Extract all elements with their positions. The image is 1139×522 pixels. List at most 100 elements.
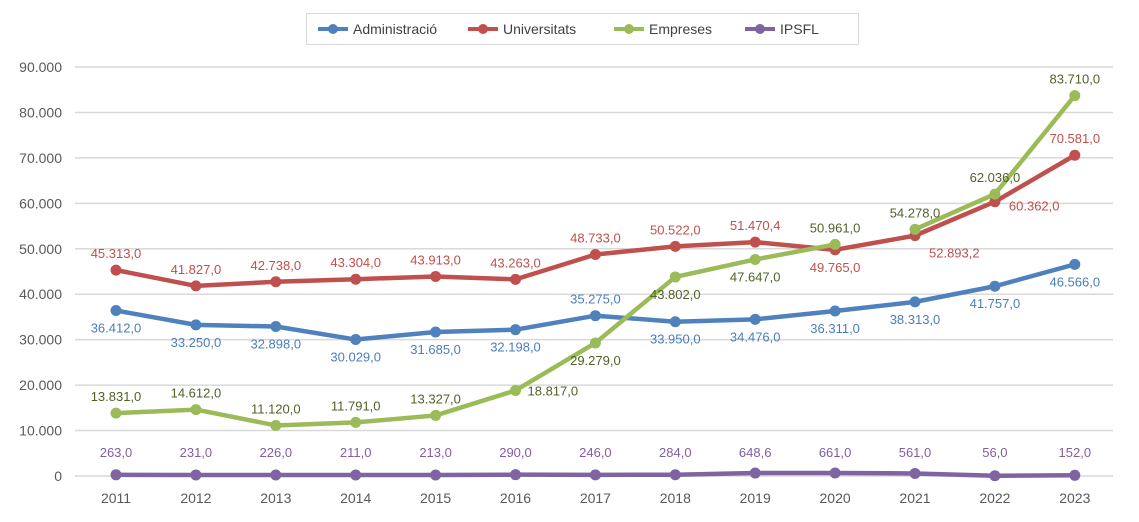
data-label: 70.581,0 [1049, 131, 1100, 146]
data-point [270, 469, 282, 481]
y-tick-label: 80.000 [19, 104, 62, 120]
data-point [110, 264, 122, 276]
data-point [190, 469, 202, 481]
data-point [510, 384, 521, 396]
data-label: 51.470,4 [730, 218, 781, 233]
data-point [1069, 258, 1081, 270]
data-label: 43.263,0 [490, 255, 541, 270]
data-point [589, 249, 601, 261]
data-label: 50.961,0 [810, 220, 861, 235]
y-tick-label: 70.000 [19, 150, 62, 166]
data-label: 32.198,0 [490, 340, 541, 355]
x-tick-label: 2023 [1059, 490, 1090, 506]
data-point [749, 313, 761, 325]
series-ipsfl: 263,0 231,0 226,0 211,0 213,0 290,0 246,0 284,0… [100, 445, 1092, 482]
data-point [589, 337, 601, 349]
data-label: 11.120,0 [251, 401, 301, 416]
data-label: 33.950,0 [650, 332, 701, 347]
x-tick-label: 2018 [660, 490, 691, 506]
data-point [1069, 90, 1081, 102]
data-point [430, 409, 442, 421]
data-label: 13.327,0 [410, 391, 461, 406]
legend-marker [755, 24, 765, 34]
data-point [510, 273, 521, 285]
y-tick-label: 50.000 [19, 241, 62, 257]
data-label: 41.827,0 [171, 262, 222, 277]
data-label: 43.304,0 [330, 255, 381, 270]
data-point [829, 467, 841, 479]
x-tick-label: 2021 [899, 490, 930, 506]
y-tick-label: 10.000 [19, 423, 62, 439]
series-empreses: 13.831,0 14.612,0 11.120,0 11.791,0 13.327,0… [91, 72, 1100, 431]
data-label: 18.817,0 [528, 383, 579, 398]
data-label: 56,0 [982, 445, 1007, 460]
data-point [270, 320, 282, 332]
data-point [190, 404, 202, 416]
x-tick-label: 2019 [740, 490, 771, 506]
data-point [430, 469, 442, 481]
data-point [749, 236, 761, 248]
data-label: 211,0 [340, 445, 372, 460]
data-label: 42.738,0 [250, 258, 301, 273]
data-point [829, 238, 841, 250]
legend-marker [478, 24, 488, 34]
legend-marker [624, 24, 634, 34]
data-label: 284,0 [659, 445, 692, 460]
data-point [350, 469, 362, 481]
data-point [589, 310, 601, 322]
data-point [909, 296, 921, 308]
data-label: 561,0 [899, 445, 932, 460]
series-administracio: 36.412,0 33.250,0 32.898,0 30.029,0 31.685,0… [91, 258, 1100, 365]
data-label: 54.278,0 [890, 205, 941, 220]
x-tick-label: 2014 [340, 490, 371, 506]
data-point [190, 319, 202, 331]
data-point [669, 240, 681, 252]
data-label: 152,0 [1059, 445, 1092, 460]
x-tick-label: 2011 [101, 490, 131, 506]
data-label: 30.029,0 [330, 350, 381, 365]
data-point [430, 270, 442, 282]
data-label: 263,0 [100, 445, 133, 460]
data-label: 47.647,0 [730, 269, 781, 284]
data-point [510, 324, 521, 336]
data-point [510, 469, 521, 481]
data-label: 49.765,0 [810, 260, 861, 275]
data-label: 31.685,0 [410, 342, 461, 357]
y-tick-label: 60.000 [19, 195, 62, 211]
data-point [909, 467, 921, 479]
data-label: 83.710,0 [1049, 72, 1100, 87]
x-tick-label: 2013 [260, 490, 291, 506]
x-tick-label: 2022 [979, 490, 1010, 506]
legend-label: Universitats [503, 21, 576, 37]
data-label: 661,0 [819, 445, 852, 460]
data-point [989, 188, 1001, 200]
data-label: 41.757,0 [970, 296, 1021, 311]
data-point [350, 334, 362, 346]
y-tick-label: 20.000 [19, 377, 62, 393]
legend-marker [328, 24, 338, 34]
data-point [350, 416, 362, 428]
data-point [270, 419, 282, 431]
data-label: 38.313,0 [890, 312, 941, 327]
data-point [589, 469, 601, 481]
data-label: 231,0 [180, 445, 213, 460]
data-label: 29.279,0 [570, 353, 621, 368]
data-label: 33.250,0 [171, 335, 222, 350]
x-tick-label: 2012 [180, 490, 211, 506]
data-label: 14.612,0 [171, 386, 222, 401]
data-point [669, 316, 681, 328]
x-tick-label: 2015 [420, 490, 451, 506]
data-label: 48.733,0 [570, 231, 621, 246]
x-tick-label: 2020 [820, 490, 851, 506]
y-tick-label: 90.000 [19, 59, 62, 75]
legend-label: Administració [353, 21, 437, 37]
data-label: 45.313,0 [91, 246, 142, 261]
data-point [749, 467, 761, 479]
data-point [989, 280, 1001, 292]
data-label: 46.566,0 [1049, 274, 1100, 289]
data-point [989, 470, 1001, 482]
data-point [110, 469, 122, 481]
data-point [190, 280, 202, 292]
